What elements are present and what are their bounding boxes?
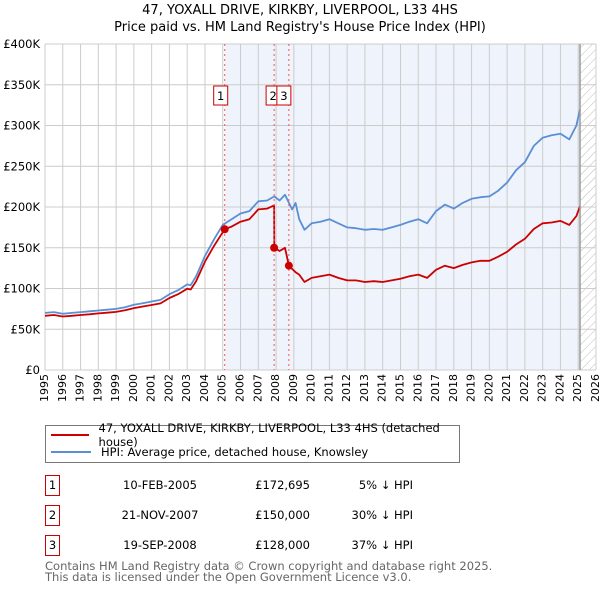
x-tick-label: 2003: [180, 374, 193, 402]
legend-item-hpi: HPI: Average price, detached house, Know…: [46, 444, 368, 460]
legend-item-property: 47, YOXALL DRIVE, KIRKBY, LIVERPOOL, L33…: [46, 421, 459, 449]
transaction-date: 21-NOV-2007: [121, 508, 199, 522]
x-tick-label: 2018: [447, 374, 460, 402]
x-tick-label: 2014: [376, 374, 389, 402]
x-tick-label: 2021: [500, 374, 513, 402]
y-tick-label: £150K: [3, 241, 40, 255]
footer-licence: This data is licensed under the Open Gov…: [45, 570, 412, 584]
sale-point: [284, 261, 293, 270]
x-tick-label: 2023: [536, 374, 549, 402]
sale-label-box: [276, 85, 292, 106]
transaction-price: £172,695: [255, 478, 310, 492]
x-tick-label: 1996: [56, 374, 69, 402]
x-tick-label: 2005: [216, 374, 229, 402]
x-tick-label: 2009: [287, 374, 300, 402]
x-tick-label: 1995: [38, 374, 51, 402]
transaction-number: 1: [45, 475, 60, 496]
transaction-date: 10-FEB-2005: [123, 478, 197, 492]
footer-copyright: Contains HM Land Registry data © Crown c…: [45, 559, 493, 573]
y-tick-label: £0: [25, 363, 40, 377]
transaction-number: 2: [45, 505, 60, 526]
property-price-line: [44, 204, 581, 318]
sale-label-box: [213, 85, 229, 106]
sale-label: 3: [280, 89, 287, 103]
x-tick-label: 2013: [358, 374, 371, 402]
y-tick-label: £50K: [11, 322, 41, 336]
y-tick-label: £200K: [3, 200, 40, 214]
transaction-row: 2 21-NOV-2007 £150,000 30% ↓ HPI: [45, 505, 465, 526]
sale-point: [270, 243, 279, 252]
y-tick-label: £300K: [3, 119, 40, 133]
hpi-line: [44, 109, 581, 315]
x-tick-label: 2002: [162, 374, 175, 402]
sale-label: 2: [269, 89, 276, 103]
x-tick-label: 2006: [234, 374, 247, 402]
x-tick-label: 2020: [482, 374, 495, 402]
transaction-number: 3: [45, 535, 60, 556]
x-tick-label: 2012: [340, 374, 353, 402]
x-tick-label: 2022: [518, 374, 531, 402]
y-tick-label: £350K: [3, 78, 40, 92]
x-tick-label: 2000: [127, 374, 140, 402]
x-tick-label: 2025: [571, 374, 584, 402]
x-tick-label: 2001: [145, 374, 158, 402]
transaction-price: £150,000: [255, 508, 310, 522]
x-tick-label: 2016: [411, 374, 424, 402]
x-tick-label: 1997: [74, 374, 87, 402]
sale-label: 1: [217, 89, 224, 103]
x-tick-label: 1999: [109, 374, 122, 402]
legend: 47, YOXALL DRIVE, KIRKBY, LIVERPOOL, L33…: [45, 421, 460, 463]
y-tick-label: £250K: [3, 159, 40, 173]
transaction-price: £128,000: [255, 538, 310, 552]
y-tick-label: £400K: [3, 37, 40, 51]
transaction-hpi-diff: 5% ↓ HPI: [358, 478, 413, 492]
x-tick-label: 2008: [269, 374, 282, 402]
sale-point: [220, 225, 229, 234]
x-tick-label: 2015: [393, 374, 406, 402]
transaction-row: 1 10-FEB-2005 £172,695 5% ↓ HPI: [45, 475, 465, 496]
legend-label: 47, YOXALL DRIVE, KIRKBY, LIVERPOOL, L33…: [98, 421, 440, 449]
x-tick-label: 2019: [465, 374, 478, 402]
x-tick-label: 1998: [91, 374, 104, 402]
x-tick-label: 2004: [198, 374, 211, 402]
transaction-date: 19-SEP-2008: [123, 538, 197, 552]
x-tick-label: 2017: [429, 374, 442, 402]
x-tick-label: 2007: [251, 374, 264, 402]
legend-label: HPI: Average price, detached house, Know…: [101, 445, 369, 459]
chart-subtitle: Price paid vs. HM Land Registry's House …: [114, 20, 486, 35]
transaction-row: 3 19-SEP-2008 £128,000 37% ↓ HPI: [45, 535, 465, 556]
transaction-hpi-diff: 30% ↓ HPI: [351, 508, 413, 522]
x-tick-label: 2011: [322, 374, 335, 402]
transaction-hpi-diff: 37% ↓ HPI: [351, 538, 413, 552]
legend-swatch-blue: [51, 451, 91, 453]
x-tick-label: 2026: [589, 374, 600, 402]
chart-title: 47, YOXALL DRIVE, KIRKBY, LIVERPOOL, L33…: [142, 3, 458, 18]
y-tick-label: £100K: [3, 282, 40, 296]
x-tick-label: 2024: [553, 374, 566, 402]
legend-swatch-red: [51, 434, 89, 436]
x-tick-label: 2010: [305, 374, 318, 402]
